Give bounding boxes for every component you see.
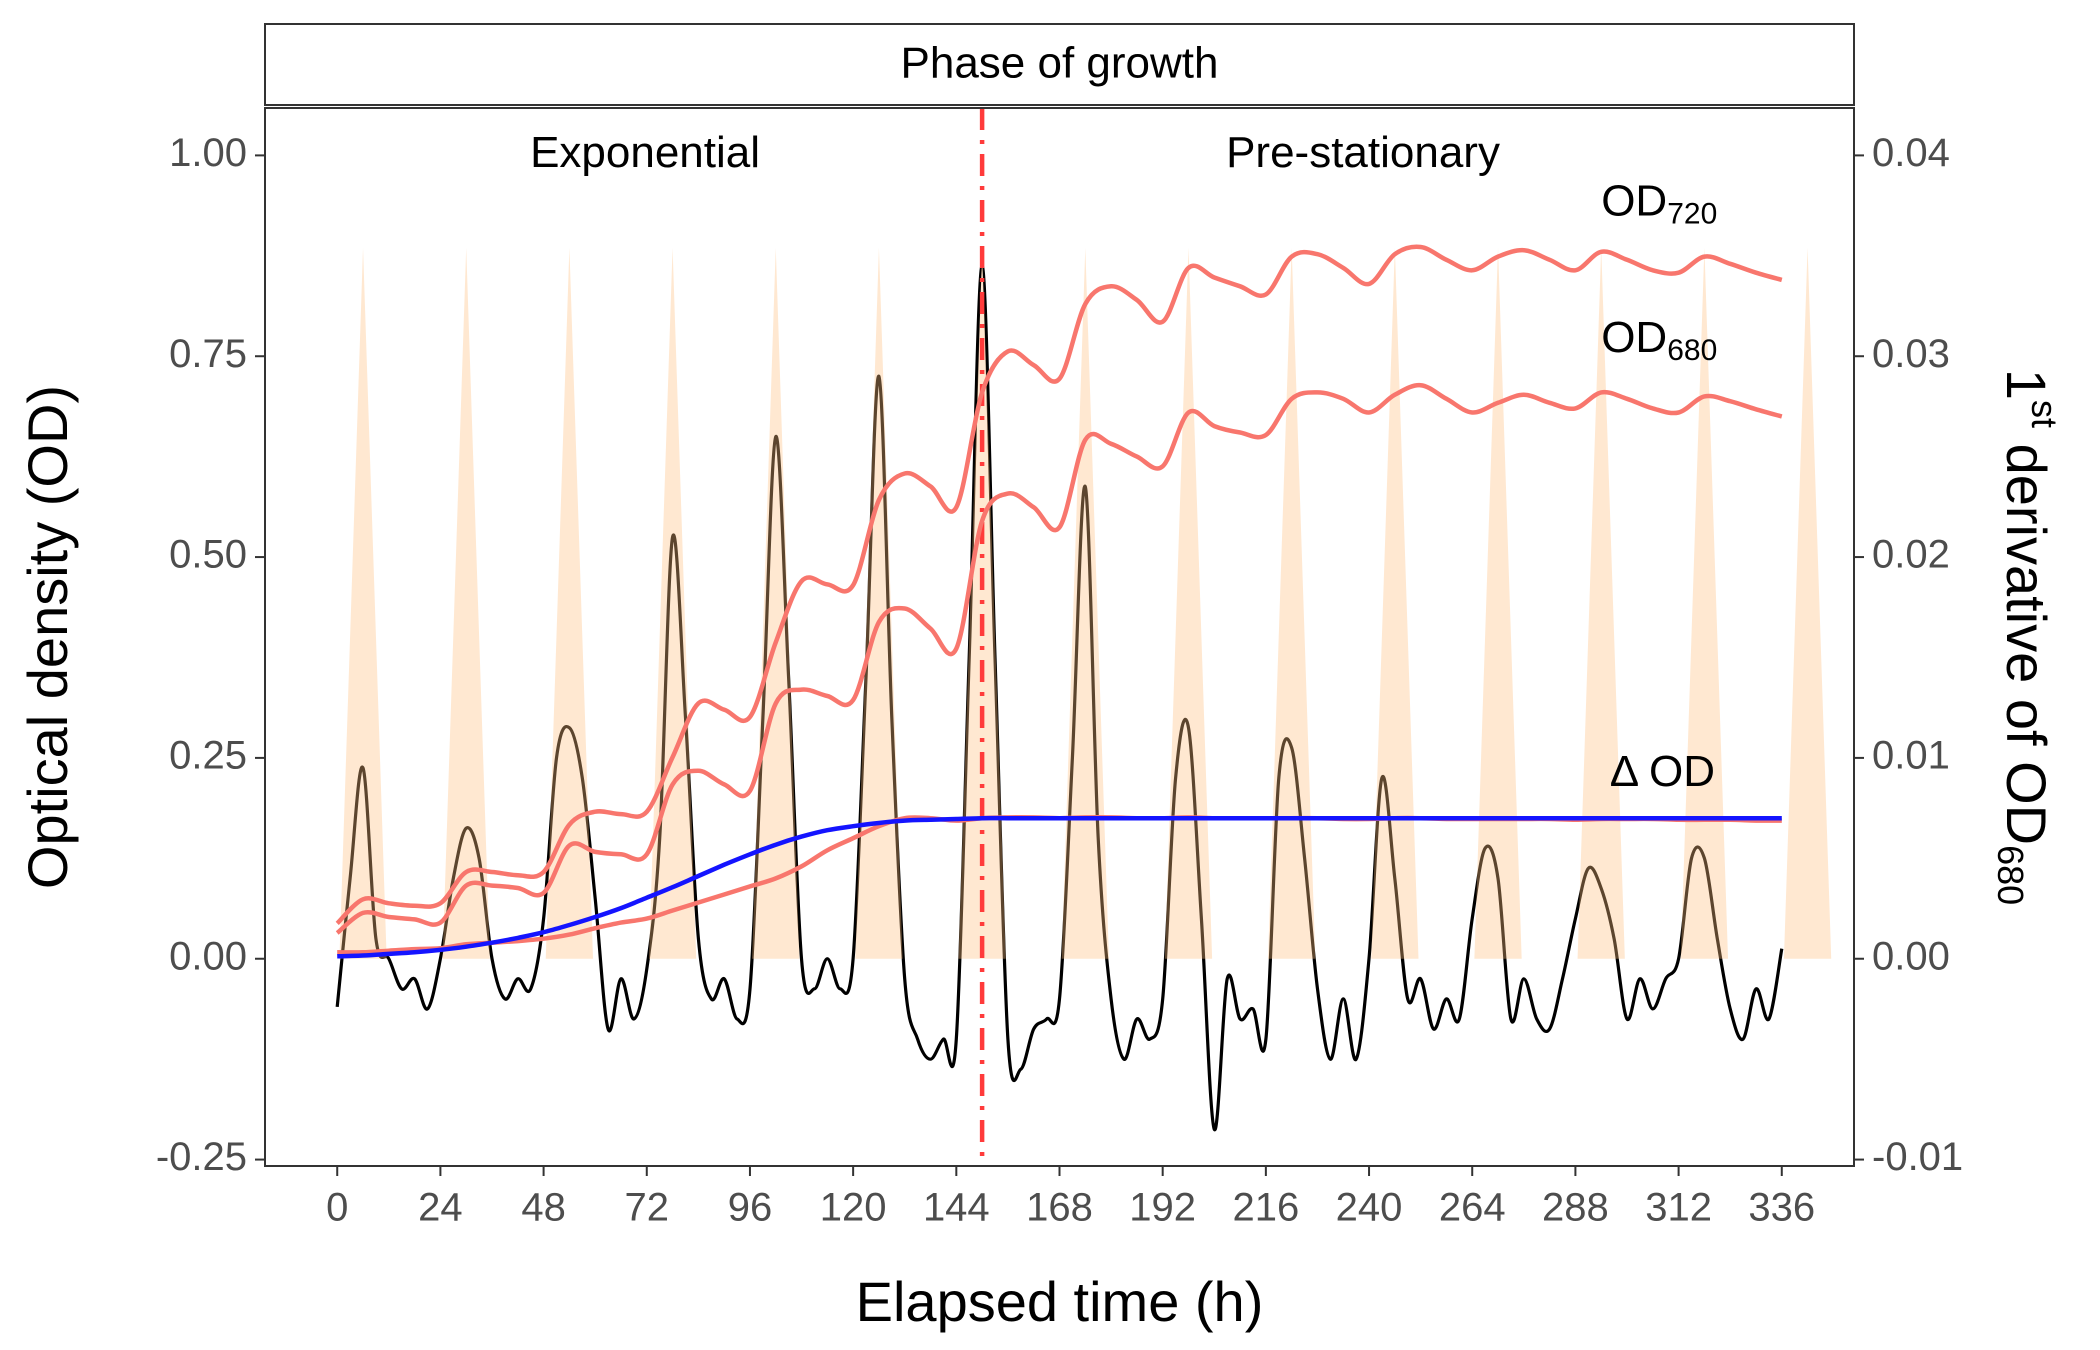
series-label: Δ OD [1610, 747, 1715, 796]
y2-tick-label: 0.04 [1872, 131, 1950, 175]
y2-tick-label: 0.00 [1872, 934, 1950, 978]
x-tick-label: 144 [923, 1186, 990, 1230]
x-tick-label: 96 [728, 1186, 773, 1230]
strip-label: Phase of growth [901, 39, 1219, 88]
y2-tick-label: 0.02 [1872, 533, 1950, 577]
y2-title-sub: 680 [1990, 845, 2031, 905]
y-tick-label: 0.75 [169, 332, 247, 376]
x-tick-label: 120 [820, 1186, 887, 1230]
light-period [752, 247, 800, 959]
y2-title-part: 1 [1995, 369, 2058, 400]
light-period [1371, 247, 1419, 959]
y-tick-label: 0.00 [169, 934, 247, 978]
series-label: OD680 [1601, 313, 1717, 367]
light-period [855, 247, 903, 959]
y-tick-label: -0.25 [156, 1135, 247, 1179]
y2-title-part: derivative of OD [1995, 428, 2058, 845]
light-period [545, 247, 594, 959]
facet-strip [264, 23, 1855, 106]
x-tick-label: 48 [521, 1186, 566, 1230]
series-label: OD720 [1601, 176, 1717, 230]
light-period [339, 247, 387, 959]
light-period [1577, 247, 1625, 959]
series-line [335, 382, 1783, 935]
x-tick-label: 336 [1748, 1186, 1815, 1230]
y2-title-sup: st [2024, 400, 2065, 428]
y-tick-label: 0.50 [169, 533, 247, 577]
x-tick-label: 192 [1129, 1186, 1196, 1230]
phase-label: Exponential [530, 128, 760, 177]
light-period [1680, 247, 1729, 959]
series-label-name: Δ OD [1610, 747, 1715, 796]
x-tick-label: 288 [1542, 1186, 1609, 1230]
x-tick-label: 216 [1232, 1186, 1299, 1230]
series-line [337, 815, 1782, 959]
x-tick-label: 312 [1645, 1186, 1712, 1230]
light-period [442, 247, 490, 959]
light-period [1164, 247, 1213, 959]
y2-tick-label: 0.01 [1872, 733, 1950, 777]
y-axis-title: Optical density (OD) [16, 385, 79, 889]
light-period [1268, 247, 1316, 959]
light-period [1783, 247, 1832, 959]
series-label-sub: 720 [1667, 198, 1717, 231]
x-tick-label: 240 [1336, 1186, 1403, 1230]
x-axis-title: Elapsed time (h) [856, 1270, 1264, 1333]
x-tick-label: 168 [1026, 1186, 1093, 1230]
light-period [1474, 247, 1522, 959]
series-label-name: OD [1601, 176, 1667, 225]
x-tick-label: 72 [625, 1186, 670, 1230]
series-line [335, 244, 1783, 926]
x-tick-label: 264 [1439, 1186, 1506, 1230]
y-tick-label: 1.00 [169, 131, 247, 175]
x-tick-label: 0 [326, 1186, 348, 1230]
light-period [1061, 247, 1109, 959]
light-period [648, 247, 697, 959]
series-label-sub: 680 [1667, 334, 1717, 367]
series-line [335, 264, 1784, 1132]
y-tick-label: 0.25 [169, 733, 247, 777]
plot-area [335, 108, 1832, 1166]
y2-axis-title: 1st derivative of OD680 [1990, 369, 2065, 905]
y2-tick-label: 0.03 [1872, 332, 1950, 376]
phase-label: Pre-stationary [1226, 128, 1500, 177]
series-label-name: OD [1601, 313, 1667, 362]
y2-tick-label: -0.01 [1872, 1135, 1963, 1179]
x-tick-label: 24 [418, 1186, 463, 1230]
